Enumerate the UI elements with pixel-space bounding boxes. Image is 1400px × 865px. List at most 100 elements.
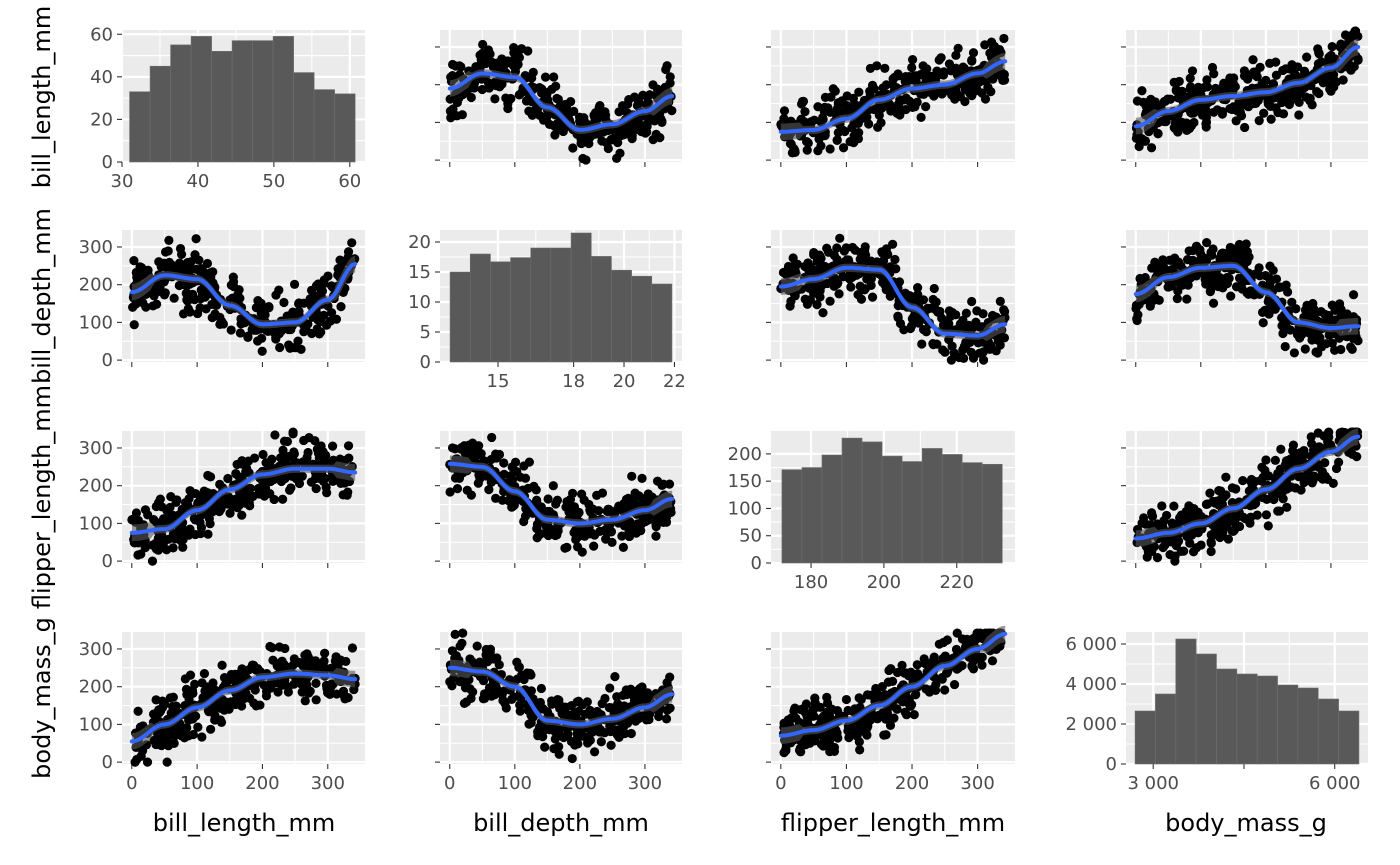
scatter-point [572,542,583,552]
scatter-point [282,311,292,321]
scatter-point [455,677,465,687]
scatter-point [249,698,259,708]
scatter-point [892,667,903,678]
scatter-point [513,50,523,60]
scatter-point [1202,499,1213,509]
scatter-point [1313,348,1323,358]
scatter-point [185,524,195,534]
scatter-point [192,308,203,319]
scatter-point [487,432,497,443]
scatter-point [625,528,635,538]
scatter-point [928,340,938,350]
scatter-point [662,705,672,715]
scatter-point [1157,501,1167,511]
scatter-point [274,329,284,339]
scatter-point [129,256,139,266]
scatter-point [947,341,957,351]
scatter-point [484,484,494,495]
smooth-line [778,59,1008,134]
y-tick-label: 300 [79,639,113,660]
scatter-point [799,117,810,127]
scatter-point [286,324,296,335]
scatter-point [1189,117,1199,128]
scatter-point [1263,521,1273,531]
scatter-point [300,696,310,706]
scatter-point [550,130,560,140]
scatter-point [263,326,273,336]
scatter-point [569,106,579,116]
scatter-point [816,282,826,292]
scatter-point [240,498,251,508]
scatter-point [325,316,335,326]
scatter-point [1223,534,1233,544]
scatter-point [577,489,587,499]
histogram-bar [272,36,294,163]
scatter-point [295,658,306,668]
scatter-point [829,742,840,753]
scatter-point [514,662,525,672]
scatter-point [794,717,804,727]
panel-bill_length_mm-vs-flipper_length_mm [766,30,1015,167]
scatter-point [610,671,620,682]
scatter-point [832,135,842,145]
scatter-point [347,643,358,653]
scatter-point [581,155,591,165]
scatter-point [320,648,330,658]
scatter-point [190,679,200,689]
scatter-point [448,104,458,114]
scatter-point [159,516,170,526]
scatter-point [840,126,850,137]
scatter-point [638,90,648,100]
scatter-point [885,100,895,110]
scatter-point [1186,82,1196,92]
scatter-point [999,75,1010,85]
scatter-point [955,319,965,329]
scatter-point [269,494,279,505]
scatter-point [445,487,455,497]
y-tick-label: 200 [728,444,762,465]
histogram-bar [861,441,883,564]
scatter-point [909,312,919,322]
scatter-point [226,697,236,707]
scatter-point [643,97,653,108]
scatter-point [921,102,931,112]
scatter-point [543,494,553,504]
histogram-bar [570,232,592,363]
scatter-point [1231,244,1241,254]
histogram-bar [190,36,212,163]
scatter-point [819,733,829,744]
scatter-point [228,277,239,287]
scatter-point [579,113,589,123]
scatter-point [559,732,569,743]
scatter-point [495,82,505,92]
scatter-point [251,325,262,335]
x-tick-label: 300 [311,773,345,794]
x-tick-label: 50 [262,171,285,192]
scatter-point [503,56,513,66]
histogram-bar [611,269,632,363]
y-tick-label: 200 [79,476,113,497]
scatter-point [159,290,170,300]
histogram-bar [981,463,1003,564]
scatter-point [803,138,813,148]
histogram-bar [530,247,552,363]
x-tick-label: 200 [563,773,597,794]
y-tick-label: 60 [90,24,113,45]
scatter-point [338,490,348,500]
scatter-point [1317,467,1327,477]
scatter-point [519,461,529,471]
scatter-point [455,471,465,481]
scatter-point [832,243,842,253]
scatter-point [637,473,647,484]
scatter-point [1317,75,1327,85]
scatter-point [877,681,887,692]
scatter-point [1166,255,1176,265]
scatter-point [1274,506,1285,516]
scatter-point [1282,502,1292,512]
scatter-point [1152,552,1163,563]
scatter-point [147,556,158,566]
panel-flipper_length_mm-vs-body_mass_g [1121,427,1368,568]
scatter-point [644,114,654,124]
scatter-point [1173,286,1183,296]
scatter-point [1320,458,1330,468]
